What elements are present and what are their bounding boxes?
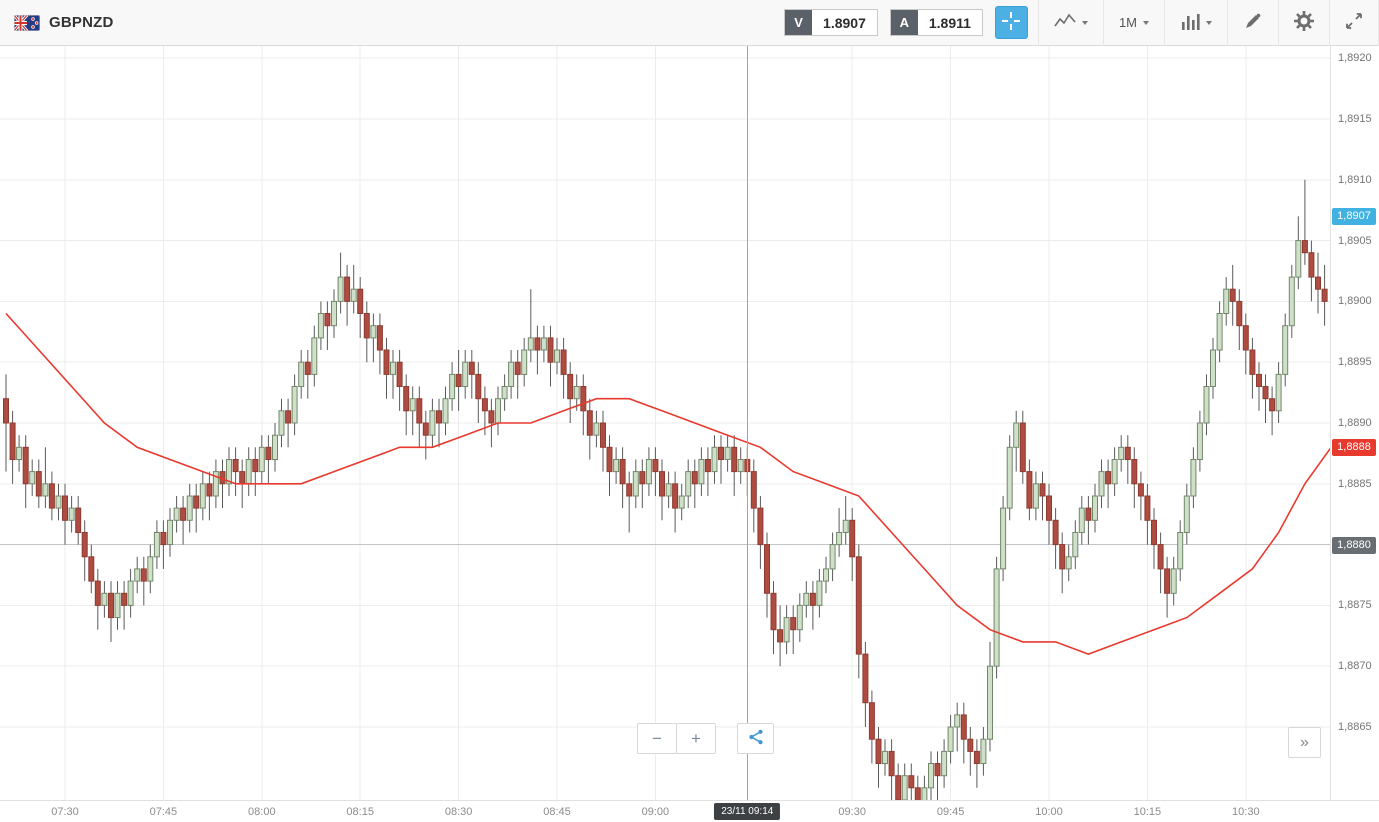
time-tick-label: 08:15	[346, 806, 374, 818]
buy-price: 1.8911	[928, 14, 971, 31]
crosshair-icon	[1001, 11, 1021, 34]
time-tick-label: 08:45	[543, 806, 571, 818]
ma-price-badge: 1,8888	[1332, 439, 1376, 457]
symbol-block: GBPNZD	[0, 14, 114, 31]
time-tick-label: 09:00	[641, 806, 670, 818]
price-tick-label: 1,8890	[1338, 417, 1372, 429]
sell-quote-button[interactable]: V 1.8907	[784, 9, 878, 36]
time-tick-label: 10:00	[1035, 806, 1063, 818]
chevron-down-icon	[1143, 20, 1149, 25]
price-tick-label: 1,8895	[1338, 356, 1372, 369]
indicators-button[interactable]	[1164, 0, 1227, 46]
timeframe-button[interactable]: 1M	[1102, 0, 1164, 46]
buy-label: A	[890, 10, 918, 35]
time-tick-label: 08:00	[248, 806, 276, 818]
chart-area[interactable]	[0, 46, 1330, 800]
price-tick-label: 1,8875	[1338, 599, 1372, 612]
indicators-icon	[1180, 12, 1200, 33]
toolbar-right-group: V 1.8907 A 1.8911	[784, 0, 1379, 46]
chart-canvas[interactable]	[0, 46, 1330, 800]
time-tick-label: 07:45	[149, 806, 178, 818]
sell-label: V	[785, 10, 813, 35]
price-tick-label: 1,8870	[1338, 660, 1372, 673]
crosshair-tool-button[interactable]	[994, 6, 1028, 39]
chart-type-icon	[1054, 13, 1076, 32]
time-tick-label: 10:30	[1232, 806, 1260, 818]
zoom-controls: − +	[637, 723, 716, 754]
time-axis[interactable]: 23/11 09:14 07:30 07:45 08:00 08:15 08:30 08:…	[0, 800, 1379, 822]
price-tick-label: 1,8905	[1338, 234, 1372, 247]
time-tick-label: 10:15	[1133, 806, 1162, 818]
timeframe-label: 1M	[1118, 15, 1137, 30]
time-tick-label: 07:30	[51, 806, 79, 818]
price-tick-label: 1,8885	[1338, 477, 1372, 490]
last-price-badge: 1,8907	[1332, 208, 1376, 226]
gear-icon	[1294, 11, 1314, 34]
time-tick-label: 09:30	[838, 806, 866, 818]
share-button[interactable]	[737, 723, 774, 754]
sell-price: 1.8907	[823, 14, 866, 31]
level-price-badge: 1,8880	[1332, 536, 1376, 554]
time-tick-label: 08:30	[444, 806, 473, 818]
price-tick-label: 1,8865	[1338, 721, 1372, 733]
drawing-tools-button[interactable]	[1227, 0, 1278, 46]
expand-arrows-icon	[1345, 12, 1363, 33]
share-icon	[747, 728, 765, 749]
time-tick-label: 09:45	[936, 806, 965, 818]
price-axis[interactable]: 1,8920 1,8915 1,8910 1,8905 1,8900 1,8895 1,88…	[1330, 46, 1379, 800]
moving-average-line	[5, 312, 1330, 655]
gbpnzd-flag-icon	[14, 14, 40, 31]
symbol-title: GBPNZD	[49, 14, 114, 31]
settings-button[interactable]	[1278, 0, 1329, 46]
crosshair-time-badge: 23/11 09:14	[714, 803, 781, 820]
fullscreen-button[interactable]	[1329, 0, 1379, 46]
collapse-panel-button[interactable]: »	[1288, 727, 1321, 758]
chart-type-button[interactable]	[1037, 0, 1103, 46]
price-tick-label: 1,8920	[1338, 52, 1372, 65]
toolbar: GBPNZD V 1.8907 A 1.8911	[0, 0, 1379, 46]
zoom-out-button[interactable]: −	[637, 723, 677, 754]
gridlines	[0, 46, 1330, 800]
price-tick-label: 1,8910	[1338, 173, 1372, 186]
candlestick-series	[3, 179, 1328, 800]
buy-quote-button[interactable]: A 1.8911	[889, 9, 983, 36]
chevron-down-icon	[1206, 20, 1212, 25]
price-tick-label: 1,8900	[1338, 295, 1372, 308]
price-tick-label: 1,8915	[1338, 113, 1372, 125]
zoom-in-button[interactable]: +	[676, 723, 716, 754]
chevron-down-icon	[1081, 20, 1088, 25]
brush-icon	[1243, 11, 1263, 34]
